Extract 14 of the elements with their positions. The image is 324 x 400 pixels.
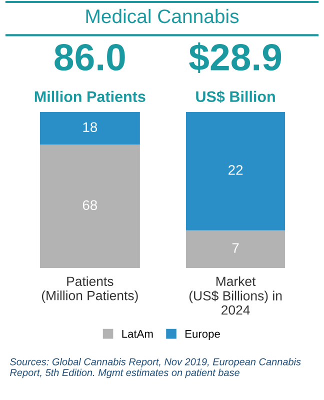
text: Medical Cannabis [86,8,239,24]
x-tick-label: Patients (Million Patients) [42,276,138,303]
chart-subtitle: Million Patients [34,90,146,102]
source-note: Sources: Global Cannabis Report, Nov 2019, European Cannabis Report, 5th Edition. Mgmt estimates on patient base [10,358,301,378]
data-label: 68 [82,200,98,210]
legend-label: LatAm [122,330,153,338]
legend-label: Europe [186,330,220,340]
chart-subtitle: US$ Billion [196,90,275,104]
data-label: 7 [232,243,239,253]
chart-title: 86.0 [54,44,125,71]
chart-title: $28.9 [189,42,282,73]
data-label: 22 [228,165,243,175]
data-label: 18 [83,122,98,132]
x-tick-label: Market (US$ Billions) in 2024 [189,276,282,315]
